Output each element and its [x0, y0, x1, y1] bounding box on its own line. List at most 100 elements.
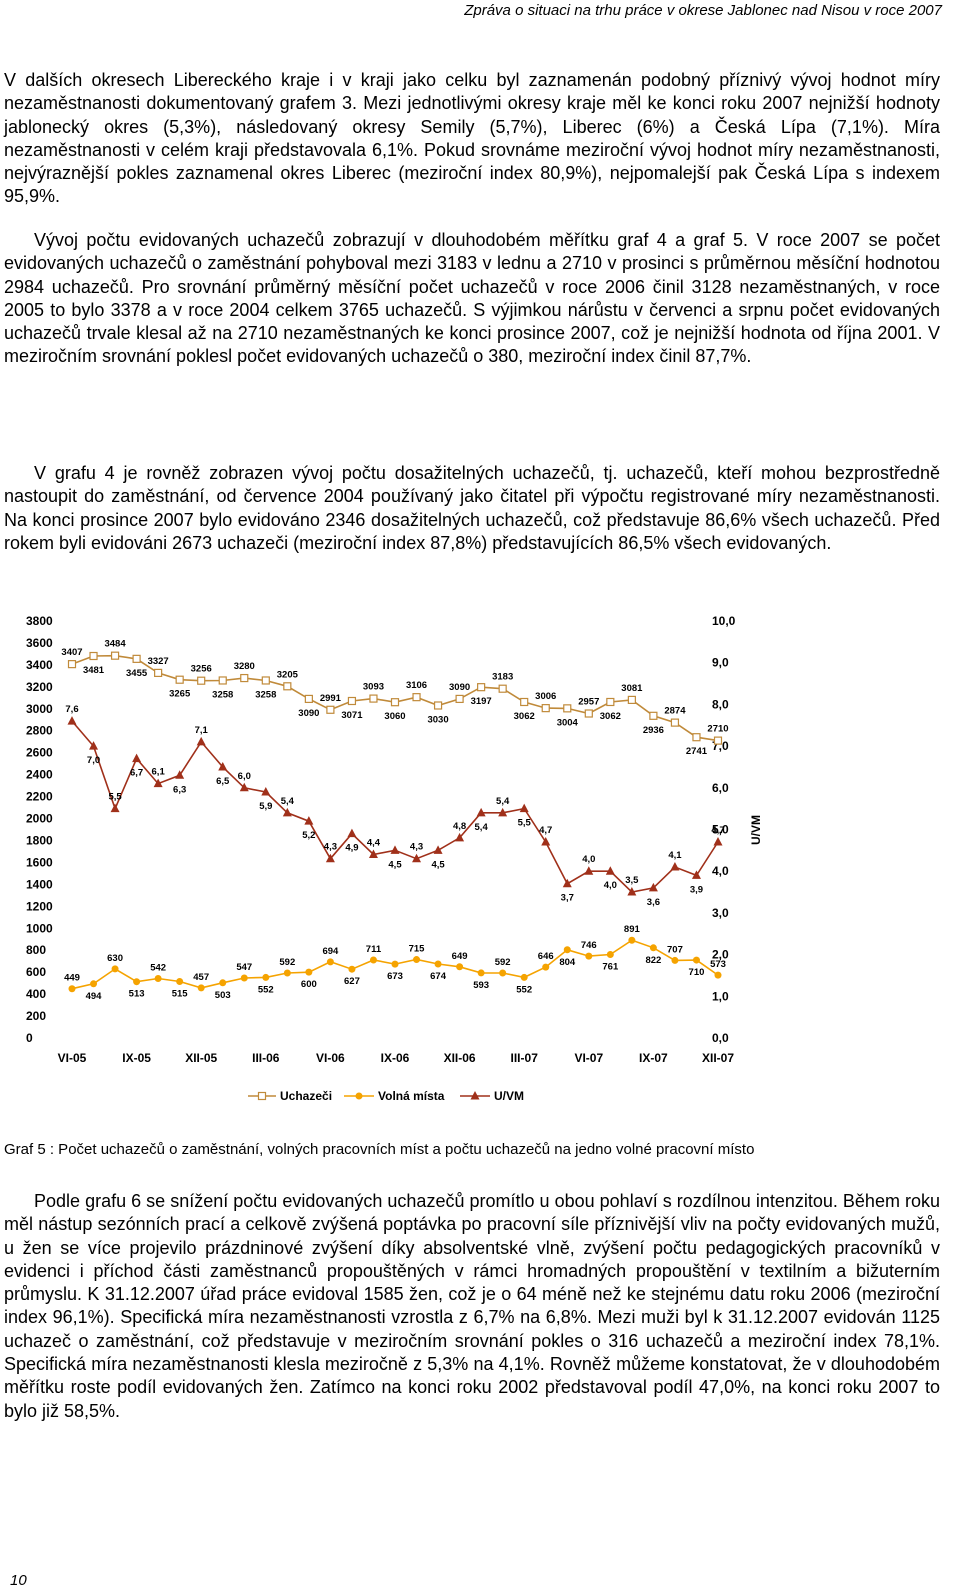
- y-right-axis-label: U/VM: [749, 815, 763, 845]
- point-uchazeci: [197, 676, 206, 685]
- data-label-volna-mista: 674: [430, 971, 447, 982]
- data-label-volna-mista: 746: [581, 940, 597, 951]
- data-label-uvm: 5,2: [302, 830, 315, 841]
- x-tick-label: VI-07: [574, 1051, 603, 1065]
- paragraph-text: Vývoj počtu evidovaných uchazečů zobrazu…: [4, 230, 940, 367]
- data-label-volna-mista: 503: [215, 990, 231, 1001]
- point-uchazeci: [584, 709, 593, 718]
- figure-caption: Graf 5 : Počet uchazečů o zaměstnání, vo…: [4, 1141, 755, 1158]
- point-uchazeci: [433, 701, 443, 710]
- point-volna-mista: [154, 975, 162, 983]
- data-label-uvm: 7,0: [87, 755, 100, 766]
- data-label-uvm: 7,1: [195, 725, 209, 736]
- data-label-uchazeci: 3006: [535, 691, 556, 702]
- y-left-tick-label: 3400: [26, 658, 53, 672]
- data-label-uvm: 4,5: [388, 859, 402, 870]
- data-label-uchazeci: 3205: [277, 669, 299, 680]
- paragraph-text: V grafu 4 je rovněž zobrazen vývoj počtu…: [4, 463, 940, 553]
- data-label-uchazeci: 2936: [643, 725, 664, 736]
- point-volna-mista: [197, 984, 205, 992]
- point-uvm: [412, 853, 422, 863]
- data-label-uchazeci: 2874: [664, 706, 686, 717]
- data-label-uvm: 3,6: [647, 897, 660, 908]
- data-label-uchazeci: 3090: [449, 682, 470, 693]
- data-label-uvm: 3,5: [625, 875, 639, 886]
- data-label-uchazeci: 2957: [578, 697, 599, 708]
- data-label-uvm: 4,1: [668, 850, 682, 861]
- y-right-tick-label: 0,0: [712, 1031, 729, 1045]
- y-left-tick-label: 2600: [26, 746, 53, 760]
- data-label-uchazeci: 2741: [686, 746, 708, 757]
- point-uchazeci: [692, 733, 701, 742]
- data-label-volna-mista: 649: [452, 951, 468, 962]
- data-label-uvm: 4,5: [431, 859, 445, 870]
- paragraph-unemployment-rate: V dalších okresech Libereckého kraje i v…: [4, 69, 940, 209]
- x-tick-label: IX-06: [381, 1051, 410, 1065]
- point-uchazeci: [110, 651, 120, 660]
- point-volna-mista: [456, 963, 464, 971]
- point-volna-mista: [434, 960, 442, 968]
- point-uvm: [175, 770, 185, 779]
- y-left-tick-label: 1200: [26, 899, 53, 913]
- data-label-volna-mista: 513: [129, 989, 145, 1000]
- paragraph-gender: Podle grafu 6 se snížení počtu evidovaný…: [4, 1190, 940, 1423]
- data-label-volna-mista: 542: [150, 963, 166, 974]
- point-volna-mista: [369, 956, 377, 964]
- data-label-volna-mista: 593: [473, 980, 489, 991]
- data-label-uchazeci: 3062: [600, 711, 621, 722]
- data-label-volna-mista: 515: [172, 988, 189, 999]
- data-label-uchazeci: 3093: [363, 682, 384, 693]
- point-volna-mista: [413, 956, 421, 964]
- point-uvm: [519, 803, 529, 813]
- point-volna-mista: [133, 978, 141, 986]
- data-label-uchazeci: 3062: [514, 711, 535, 722]
- data-label-volna-mista: 600: [301, 979, 317, 990]
- data-label-uchazeci: 2991: [320, 693, 342, 704]
- y-right-tick-label: 10,0: [712, 614, 736, 628]
- data-label-uvm: 7,6: [65, 704, 78, 715]
- y-right-tick-label: 9,0: [712, 656, 729, 670]
- point-uchazeci: [304, 694, 313, 704]
- data-label-uvm: 6,7: [130, 768, 143, 779]
- point-uvm: [498, 807, 508, 817]
- point-uvm: [196, 736, 206, 746]
- point-volna-mista: [305, 968, 313, 976]
- x-tick-label: XII-05: [185, 1051, 217, 1065]
- point-volna-mista: [326, 958, 334, 966]
- x-tick-label: IX-05: [122, 1051, 151, 1065]
- point-volna-mista: [563, 946, 571, 954]
- data-label-uchazeci: 3484: [104, 639, 126, 650]
- y-right-tick-label: 4,0: [712, 864, 729, 878]
- data-label-uvm: 4,4: [367, 838, 381, 849]
- point-uchazeci: [240, 673, 249, 683]
- data-label-uvm: 6,5: [216, 776, 230, 787]
- data-label-uvm: 5,5: [108, 792, 122, 803]
- y-left-tick-label: 2000: [26, 812, 53, 826]
- point-volna-mista: [628, 936, 636, 944]
- legend-label-uchazeci: Uchazeči: [280, 1089, 332, 1103]
- point-volna-mista: [111, 965, 119, 973]
- y-left-tick-label: 0: [26, 1031, 33, 1045]
- point-uvm: [304, 816, 314, 825]
- data-label-uvm: 4,0: [582, 854, 595, 865]
- x-tick-label: III-07: [511, 1051, 539, 1065]
- point-uchazeci: [67, 660, 77, 669]
- running-header: Zpráva o situaci na trhu práce v okrese …: [464, 2, 942, 19]
- data-label-uvm: 5,5: [518, 818, 532, 829]
- data-label-uvm: 4,3: [410, 842, 423, 853]
- y-right-tick-label: 8,0: [712, 697, 729, 711]
- y-left-tick-label: 1600: [26, 855, 53, 869]
- point-volna-mista: [606, 950, 614, 958]
- point-volna-mista: [348, 965, 356, 973]
- data-label-uchazeci: 3106: [406, 680, 427, 691]
- applicants-vacancies-chart: 3800360034003200300028002600240022002000…: [26, 614, 763, 1103]
- paragraph-text: Podle grafu 6 se snížení počtu evidovaný…: [4, 1191, 940, 1421]
- point-uchazeci: [326, 705, 335, 714]
- data-label-uchazeci: 3265: [169, 689, 191, 700]
- y-left-tick-label: 3000: [26, 702, 53, 716]
- data-label-uvm: 4,7: [539, 825, 552, 836]
- data-label-uchazeci: 3090: [298, 708, 319, 719]
- point-uvm: [390, 845, 400, 854]
- y-left-tick-label: 800: [26, 943, 46, 957]
- point-volna-mista: [499, 969, 507, 977]
